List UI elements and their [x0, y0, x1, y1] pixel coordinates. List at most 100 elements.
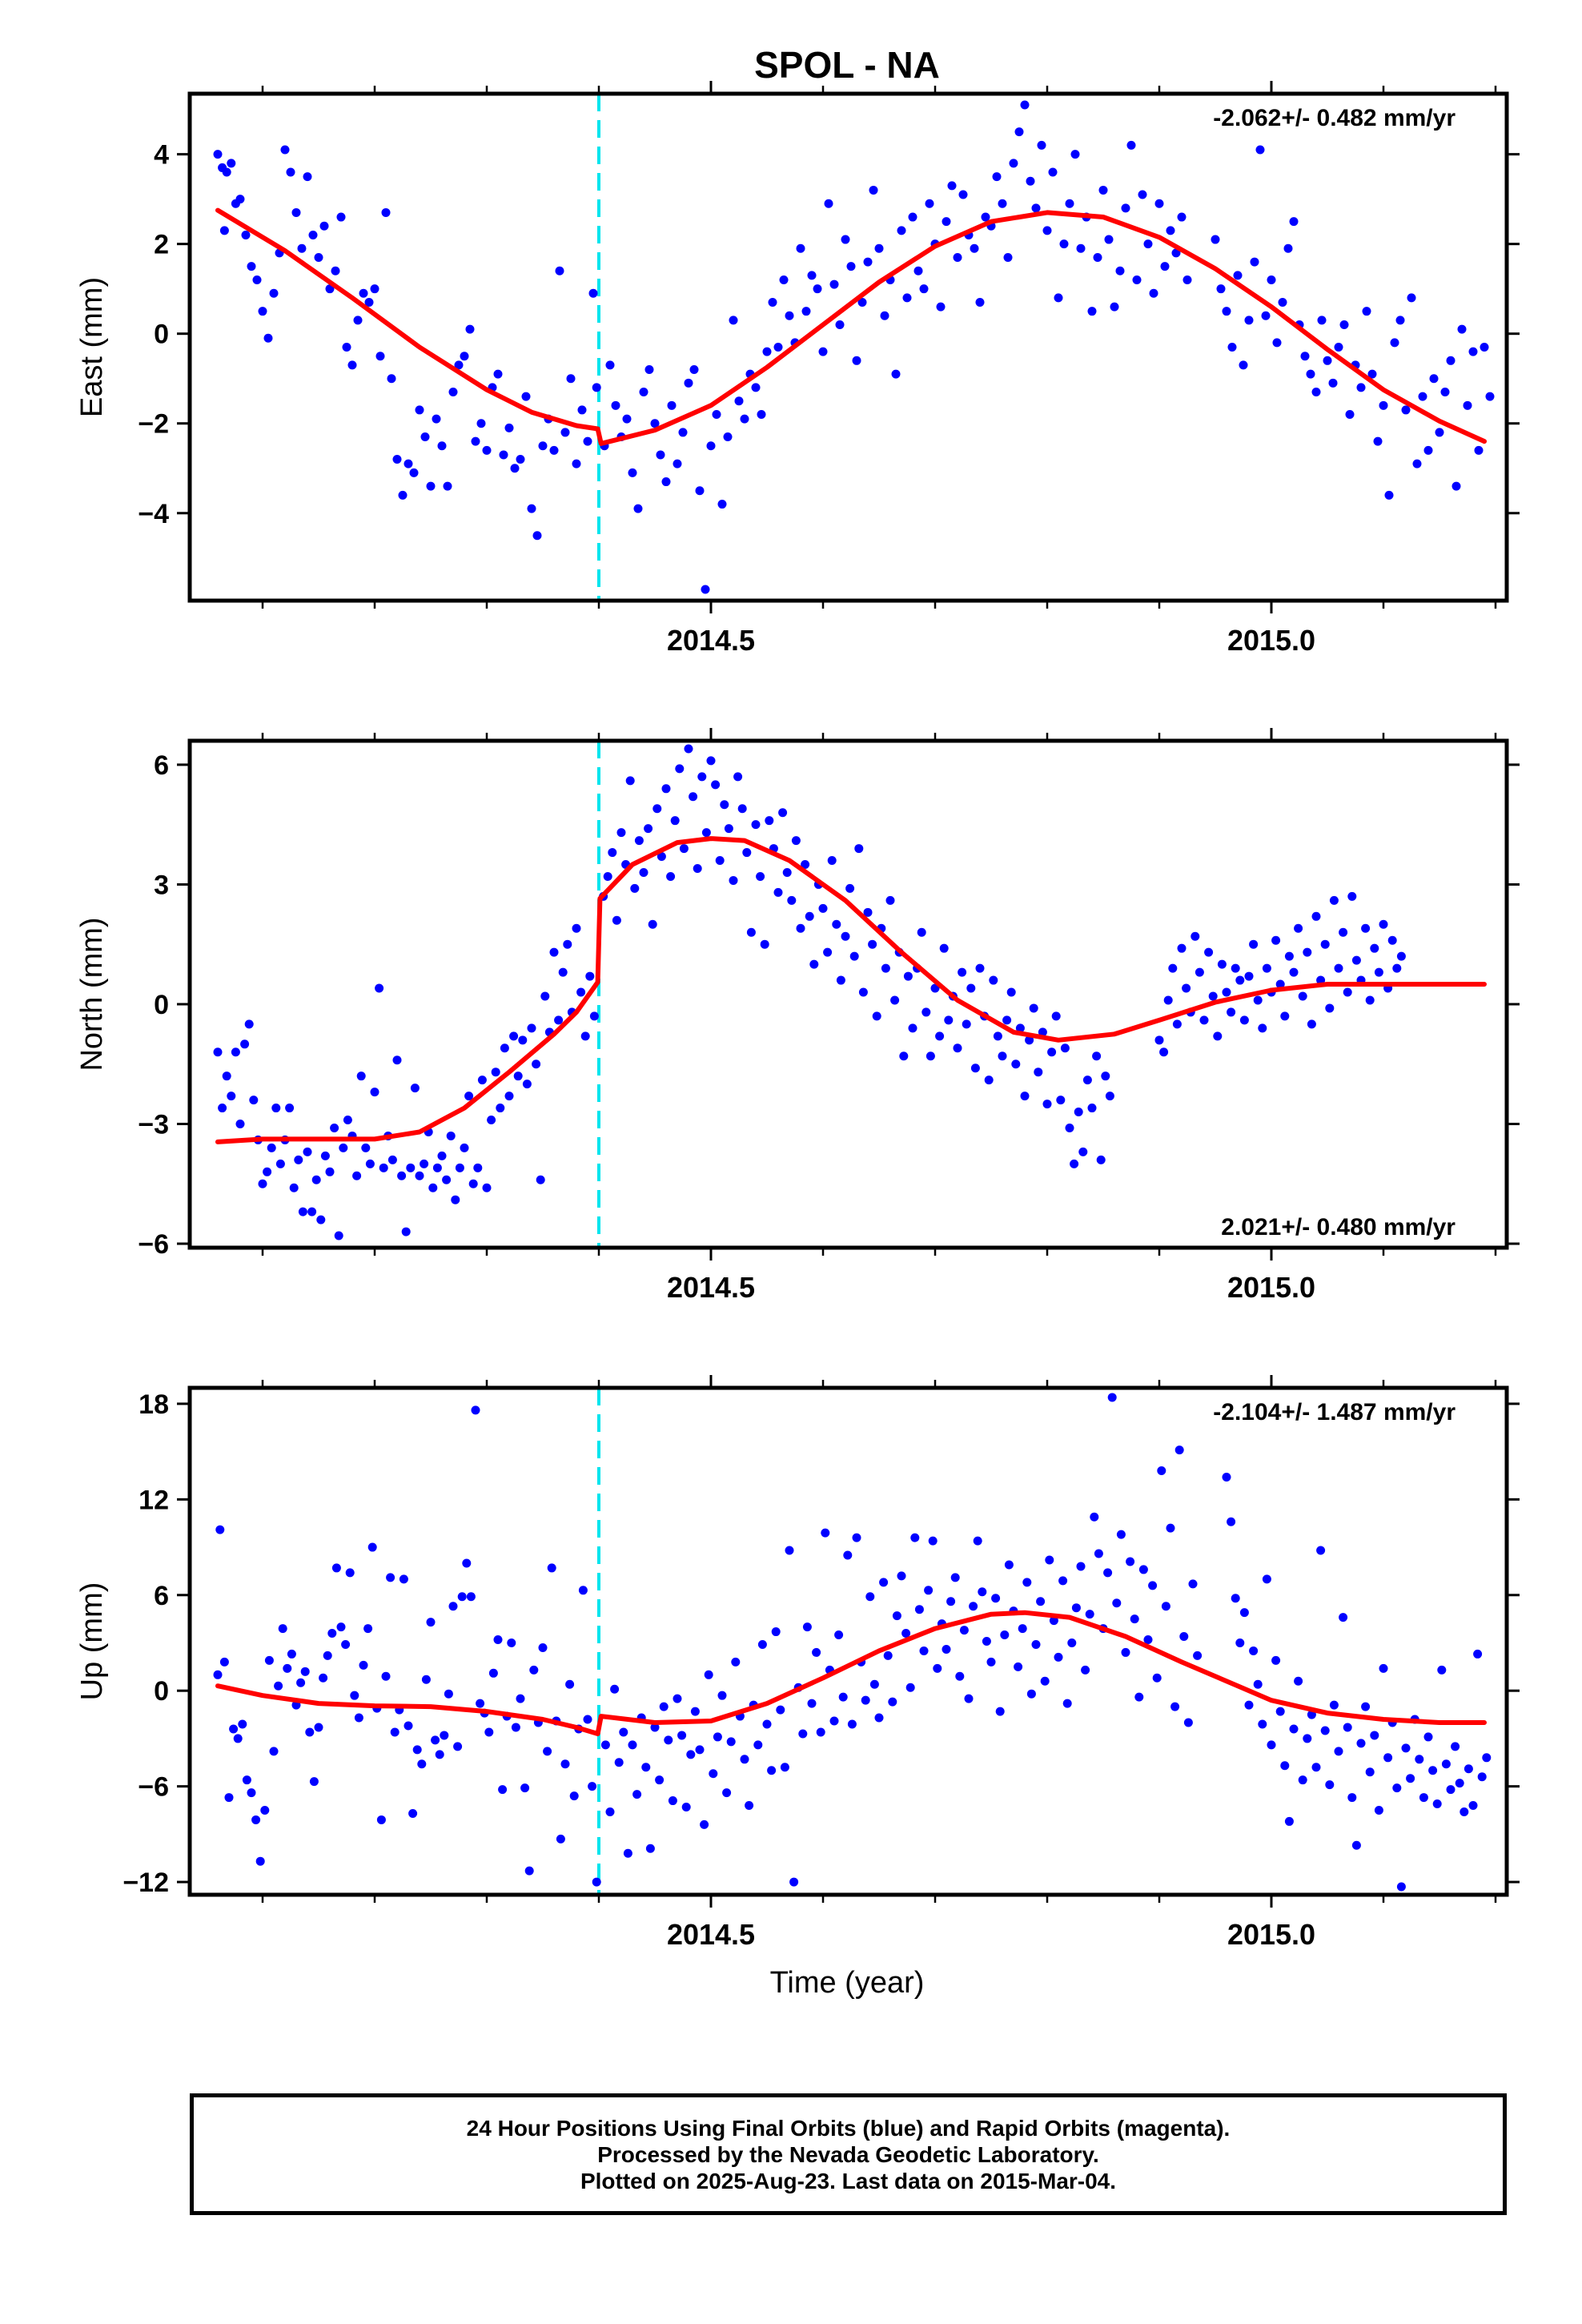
data-point — [1020, 100, 1030, 110]
data-point — [1143, 1635, 1153, 1645]
plot-frame — [187, 1385, 1509, 1897]
data-point — [1132, 275, 1142, 284]
data-point — [227, 159, 236, 168]
data-point — [1009, 159, 1018, 168]
data-point — [1036, 1597, 1046, 1606]
data-point — [240, 1039, 250, 1049]
data-point — [947, 181, 957, 191]
data-point — [336, 212, 346, 222]
data-point — [1418, 392, 1427, 401]
data-point — [241, 230, 251, 239]
data-point — [1096, 1155, 1106, 1164]
data-point — [695, 486, 705, 496]
data-point — [1311, 911, 1321, 921]
data-point — [572, 923, 581, 933]
data-point — [417, 1759, 427, 1769]
data-point — [984, 1076, 994, 1085]
data-point — [1227, 1007, 1236, 1017]
data-point — [827, 856, 837, 866]
data-point — [1026, 1689, 1036, 1699]
data-point — [1267, 275, 1276, 284]
data-point — [1317, 316, 1327, 325]
data-point — [625, 776, 635, 786]
data-point — [913, 266, 923, 275]
data-point — [673, 1694, 682, 1703]
data-point — [1482, 1753, 1492, 1763]
data-point — [780, 1763, 789, 1772]
data-point — [271, 1104, 281, 1113]
data-point — [857, 297, 867, 307]
data-point — [274, 1681, 283, 1691]
data-point — [342, 343, 351, 352]
data-point — [1227, 343, 1237, 352]
data-point — [359, 288, 368, 298]
data-point — [829, 279, 839, 289]
data-point — [215, 1525, 225, 1534]
panel-north: −6 −3 0 3 6 2014.5 2015.0 North (mm) 2.021+/- 0.… — [75, 728, 1520, 1304]
data-point — [352, 1171, 362, 1180]
data-point — [367, 1542, 377, 1552]
data-point — [412, 1745, 422, 1755]
data-point — [701, 828, 711, 838]
data-point — [1253, 995, 1263, 1005]
data-point — [1383, 1753, 1393, 1763]
data-point — [1289, 217, 1299, 227]
data-point — [829, 1716, 839, 1726]
data-point — [1367, 369, 1377, 379]
plot-frame — [187, 91, 1509, 603]
data-point — [854, 844, 864, 854]
data-point — [962, 1019, 971, 1029]
y-tick-label: 0 — [154, 1676, 169, 1707]
data-point — [1003, 252, 1013, 262]
data-point — [1323, 356, 1332, 365]
data-point — [874, 243, 884, 253]
data-point — [1390, 338, 1399, 348]
data-point — [821, 1528, 830, 1538]
x-tick-label: 2015.0 — [1227, 1271, 1315, 1304]
data-point — [1370, 1731, 1379, 1740]
rate-label: -2.062+/- 0.482 mm/yr — [1213, 105, 1456, 131]
data-point — [440, 1731, 449, 1740]
data-point — [603, 871, 612, 881]
data-point — [263, 1167, 272, 1176]
data-point — [493, 369, 503, 379]
data-point — [782, 867, 792, 877]
data-point — [415, 405, 424, 415]
data-point — [992, 172, 1002, 182]
data-point — [908, 212, 917, 222]
data-point — [1294, 1676, 1303, 1686]
data-point — [370, 1088, 379, 1097]
data-point — [1065, 1123, 1074, 1132]
data-point — [1452, 481, 1461, 491]
data-point — [1148, 1581, 1158, 1590]
data-point — [1325, 1780, 1335, 1790]
data-point — [1054, 293, 1063, 303]
data-point — [1078, 1147, 1088, 1156]
data-point — [381, 1671, 391, 1681]
data-point — [1300, 352, 1310, 361]
data-point — [648, 919, 657, 929]
data-point — [1070, 1159, 1079, 1168]
data-point — [1419, 1793, 1428, 1803]
data-point — [398, 490, 408, 500]
data-point — [845, 883, 855, 893]
data-point — [1157, 1466, 1166, 1476]
data-point — [291, 207, 301, 217]
data-point — [1311, 1763, 1321, 1772]
data-point — [1093, 252, 1102, 262]
data-point — [614, 1758, 624, 1767]
footer-line-1: 24 Hour Positions Using Final Orbits (bl… — [466, 2115, 1231, 2141]
data-point — [476, 1699, 485, 1708]
data-point — [701, 585, 710, 594]
data-point — [1239, 360, 1248, 370]
data-point — [1087, 307, 1097, 316]
data-point — [323, 1651, 332, 1660]
plot-frame — [187, 738, 1509, 1250]
data-point — [1211, 235, 1220, 244]
data-point — [446, 1131, 456, 1140]
data-point — [809, 959, 819, 969]
data-point — [213, 150, 223, 159]
data-point — [390, 1727, 400, 1737]
y-tick-label: −6 — [138, 1229, 169, 1260]
data-point — [1271, 935, 1281, 945]
